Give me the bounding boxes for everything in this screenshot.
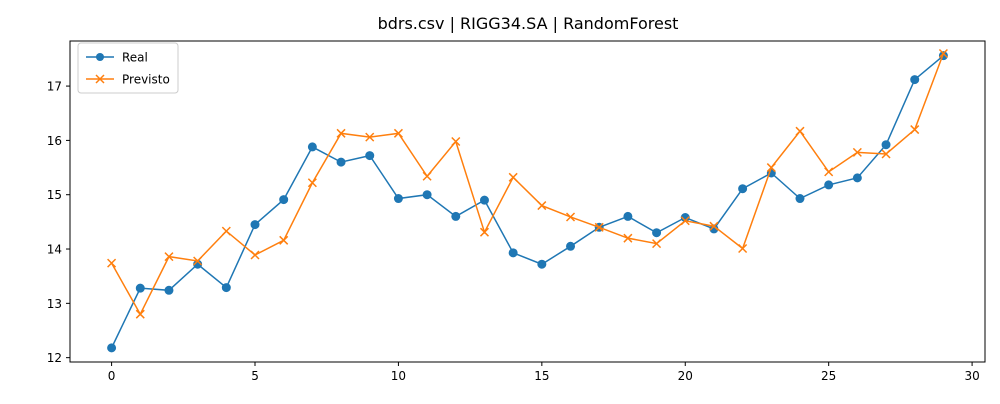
- data-point: [250, 250, 260, 260]
- data-point: [881, 140, 891, 150]
- y-tick-label: 14: [47, 243, 62, 257]
- data-point: [910, 75, 920, 85]
- data-point: [479, 227, 490, 237]
- legend-marker: [95, 74, 105, 84]
- legend-item-real: Real: [86, 51, 148, 65]
- series-layer: [107, 48, 948, 353]
- data-point: [795, 194, 805, 204]
- legend-label: Previsto: [122, 73, 170, 87]
- data-point: [623, 233, 633, 243]
- data-point: [307, 142, 317, 152]
- data-point: [279, 235, 289, 245]
- data-point: [537, 259, 547, 269]
- legend: Real Previsto: [77, 42, 179, 94]
- data-point: [307, 178, 317, 188]
- chart-title: bdrs.csv | RIGG34.SA | RandomForest: [378, 14, 679, 33]
- data-point: [623, 211, 633, 221]
- data-point: [250, 220, 260, 230]
- data-point: [852, 173, 862, 183]
- data-point: [422, 190, 432, 200]
- data-point: [938, 48, 948, 59]
- data-point: [479, 195, 489, 205]
- data-point: [221, 226, 231, 236]
- data-point: [680, 216, 690, 226]
- legend-label: Real: [122, 51, 148, 65]
- series-real: [107, 51, 948, 353]
- data-point: [193, 256, 203, 266]
- data-point: [393, 194, 403, 204]
- data-point: [652, 239, 662, 249]
- y-tick-label: 13: [47, 297, 62, 311]
- y-tick-label: 12: [47, 351, 62, 365]
- data-point: [566, 241, 576, 251]
- y-tick-label: 17: [47, 80, 62, 94]
- data-point: [365, 151, 375, 161]
- plot-frame: [69, 40, 986, 363]
- data-point: [824, 180, 834, 190]
- legend-item-previsto: Previsto: [86, 73, 170, 87]
- data-point: [107, 258, 117, 268]
- axes: 0 5 10 15 20 25 30 12 13 14 15 16 17: [47, 40, 986, 383]
- data-point: [135, 283, 145, 293]
- x-tick-label: 30: [964, 369, 979, 383]
- data-point: [107, 343, 117, 353]
- data-point: [709, 221, 719, 231]
- series-previsto: [107, 48, 948, 319]
- data-point: [393, 128, 403, 138]
- data-point: [279, 195, 289, 205]
- data-point: [336, 157, 346, 167]
- x-tick-label: 25: [821, 369, 836, 383]
- data-point: [652, 228, 662, 238]
- data-point: [766, 163, 776, 173]
- data-point: [537, 201, 547, 211]
- y-tick-label: 16: [47, 134, 62, 148]
- x-tick-label: 5: [251, 369, 259, 383]
- data-point: [221, 283, 231, 293]
- x-tick-label: 0: [108, 369, 116, 383]
- data-point: [738, 184, 748, 194]
- data-point: [565, 212, 576, 222]
- data-point: [164, 285, 174, 295]
- data-point: [451, 136, 461, 147]
- x-tick-label: 20: [678, 369, 693, 383]
- series-line: [110, 53, 945, 316]
- data-point: [365, 132, 375, 142]
- data-point: [422, 171, 432, 181]
- data-point: [594, 222, 604, 232]
- data-point: [852, 147, 862, 157]
- y-tick-label: 15: [47, 188, 62, 202]
- data-point: [795, 126, 805, 136]
- legend-marker: [96, 53, 104, 61]
- data-point: [910, 125, 920, 135]
- data-point: [881, 149, 891, 159]
- data-point: [451, 211, 461, 221]
- x-tick-label: 10: [391, 369, 406, 383]
- data-point: [738, 243, 748, 254]
- data-point: [336, 128, 346, 138]
- series-line: [110, 55, 944, 349]
- data-point: [824, 167, 834, 177]
- x-tick-label: 15: [534, 369, 549, 383]
- data-point: [164, 252, 174, 262]
- data-point: [508, 248, 518, 258]
- data-point: [508, 172, 518, 182]
- data-point: [135, 309, 145, 319]
